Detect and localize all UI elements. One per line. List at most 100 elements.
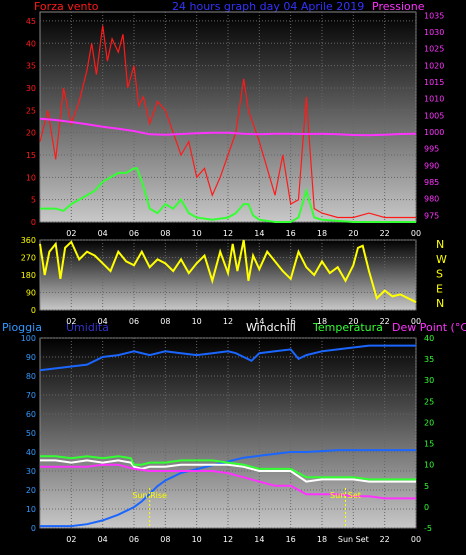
y-tick-left: 70 [26, 391, 36, 400]
y-tick-left: 5 [31, 196, 36, 205]
x-tick: 16 [286, 535, 296, 544]
y-tick-right: 1020 [424, 61, 444, 70]
x-tick: 04 [98, 317, 108, 326]
annotation-label: Sun Rise [132, 491, 167, 500]
x-tick: 02 [66, 317, 76, 326]
left-title: Forza vento [34, 0, 99, 13]
series-direzione [39, 239, 417, 304]
x-tick: 20 [348, 229, 358, 238]
y-tick-right: -5 [424, 524, 432, 533]
y-tick-left: 10 [26, 173, 36, 182]
compass-label: E [436, 282, 443, 295]
y-tick-left: 25 [26, 106, 36, 115]
x-tick: 22 [380, 229, 390, 238]
y-tick-right: 40 [424, 334, 434, 343]
series-umidita [39, 344, 416, 372]
series-pressione [39, 117, 417, 137]
y-tick-left: 45 [26, 17, 36, 26]
right-title: Pressione [372, 0, 425, 13]
x-tick: 06 [129, 317, 139, 326]
x-tick: 18 [317, 229, 327, 238]
y-tick-left: 360 [21, 236, 36, 245]
series-raffica [39, 25, 416, 219]
y-tick-left: 80 [26, 372, 36, 381]
x-tick: 12 [223, 535, 233, 544]
x-tick: 00 [411, 535, 421, 544]
annotation-label: Sun Set [330, 491, 361, 500]
y-tick-right: 10 [424, 461, 434, 470]
x-tick: 00 [411, 317, 421, 326]
x-tick: 22 [380, 317, 390, 326]
y-tick-left: 15 [26, 151, 36, 160]
y-tick-right: 1005 [424, 111, 444, 120]
y-tick-right: 1030 [424, 28, 444, 37]
y-tick-left: 0 [31, 218, 36, 227]
y-tick-right: 1015 [424, 78, 444, 87]
x-tick: 14 [254, 317, 264, 326]
y-tick-left: 20 [26, 486, 36, 495]
center-title: 24 hours graph day 04 Aprile 2019 [172, 0, 364, 13]
compass-label: N [436, 238, 444, 251]
temperatura-label: Temperatura [312, 321, 383, 334]
series-temperatura [40, 455, 416, 481]
y-tick-right: 0 [424, 503, 429, 512]
y-tick-left: 40 [26, 448, 36, 457]
x-tick: 16 [286, 317, 296, 326]
y-tick-right: 1010 [424, 95, 444, 104]
y-tick-right: 985 [424, 178, 439, 187]
y-tick-left: 30 [26, 467, 36, 476]
x-tick: 14 [254, 229, 264, 238]
y-tick-left: 30 [26, 84, 36, 93]
x-tick: 02 [66, 535, 76, 544]
compass-label: W [436, 253, 447, 266]
y-tick-right: 1025 [424, 45, 444, 54]
windchill-label: Windchill [246, 321, 296, 334]
x-tick: 10 [192, 535, 202, 544]
x-tick: Sun Set [338, 535, 369, 544]
y-tick-right: 1000 [424, 128, 444, 137]
x-tick: 18 [317, 535, 327, 544]
x-tick: 12 [223, 229, 233, 238]
y-tick-left: 40 [26, 39, 36, 48]
y-tick-left: 60 [26, 410, 36, 419]
compass-label: S [436, 268, 443, 281]
pioggia-label: Pioggia [2, 321, 42, 334]
x-tick: 20 [348, 317, 358, 326]
x-tick: 04 [98, 229, 108, 238]
y-tick-right: 995 [424, 145, 439, 154]
umidita-label: Umidita [66, 321, 109, 334]
y-tick-left: 100 [21, 334, 36, 343]
y-tick-right: 15 [424, 440, 434, 449]
x-tick: 08 [160, 535, 170, 544]
y-tick-right: 1035 [424, 11, 444, 20]
y-tick-right: 975 [424, 211, 439, 220]
y-tick-right: 25 [424, 397, 434, 406]
y-tick-right: 980 [424, 195, 439, 204]
x-tick: 14 [254, 535, 264, 544]
y-tick-right: 35 [424, 355, 434, 364]
y-tick-left: 50 [26, 429, 36, 438]
x-tick: 16 [286, 229, 296, 238]
y-tick-left: 20 [26, 129, 36, 138]
y-tick-left: 0 [31, 306, 36, 315]
y-tick-left: 270 [21, 254, 36, 263]
x-tick: 06 [129, 535, 139, 544]
x-tick: 06 [129, 229, 139, 238]
x-tick: 10 [192, 317, 202, 326]
series-dew-point [40, 463, 416, 500]
x-tick: 12 [223, 317, 233, 326]
y-tick-left: 35 [26, 62, 36, 71]
y-tick-right: 990 [424, 161, 439, 170]
y-tick-left: 180 [21, 271, 36, 280]
x-tick: 22 [380, 535, 390, 544]
y-tick-right: 5 [424, 482, 429, 491]
y-tick-left: 90 [26, 289, 36, 298]
dewpoint-label: Dew Point (°C) [392, 321, 466, 334]
x-tick: 10 [192, 229, 202, 238]
series-windchill [40, 459, 416, 483]
series-vento [40, 167, 416, 223]
x-tick: 08 [160, 317, 170, 326]
x-tick: 18 [317, 317, 327, 326]
x-tick: 02 [66, 229, 76, 238]
